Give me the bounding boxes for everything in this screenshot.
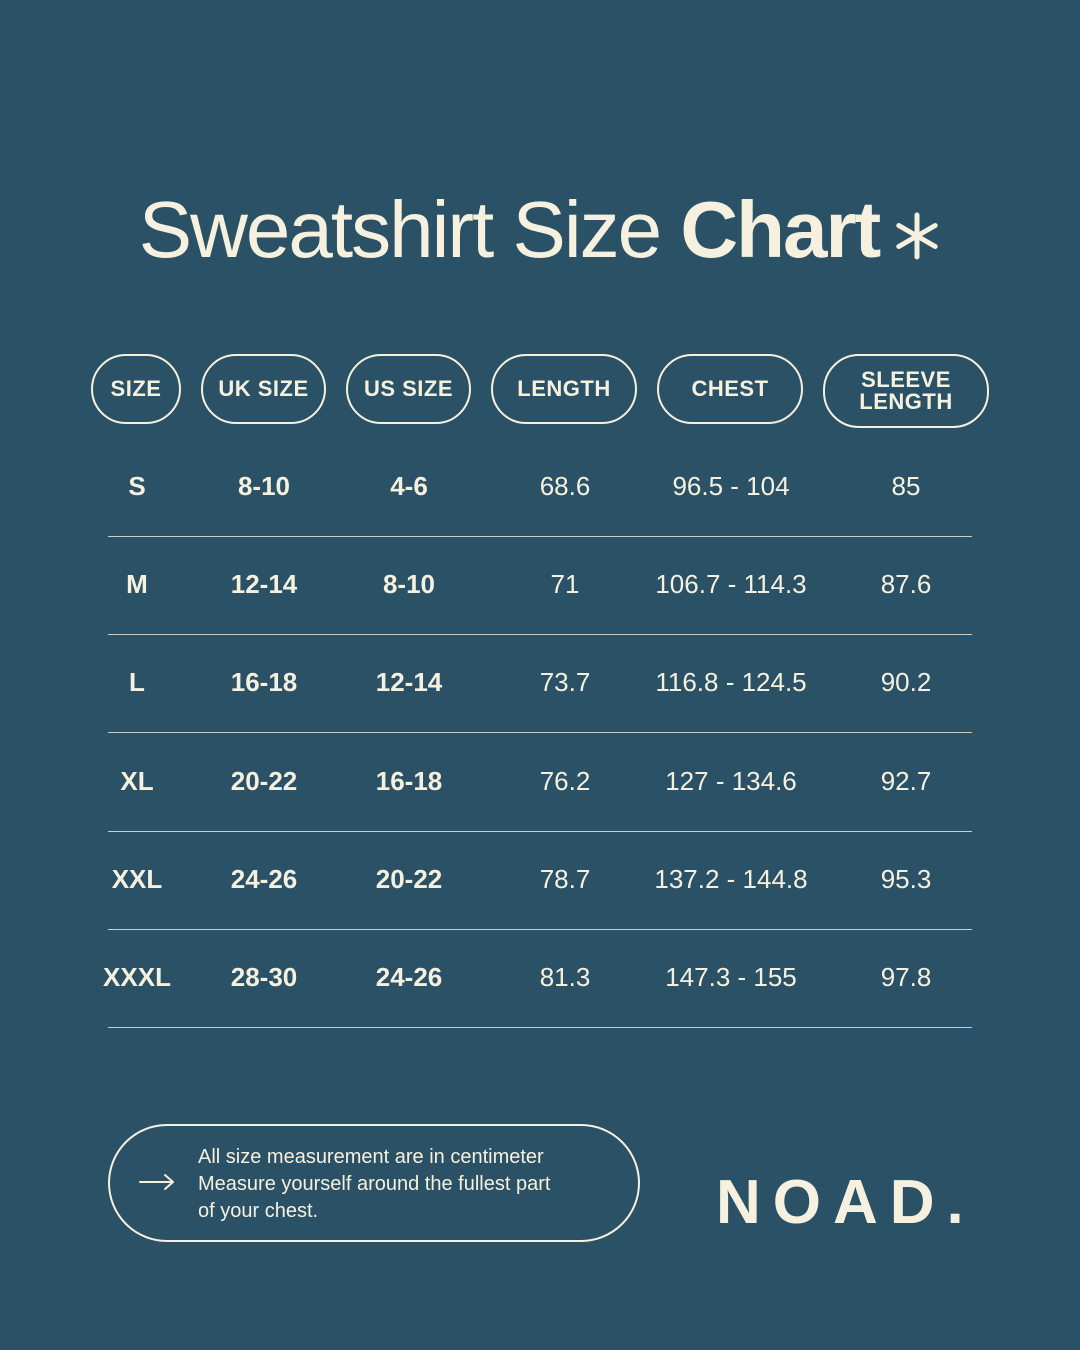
row-divider [108,732,972,733]
arrow-right-icon [138,1172,176,1197]
cell-uk-size: 20-22 [230,765,298,796]
cell-us-size: 20-22 [375,863,443,894]
title-bold: Chart [680,185,881,274]
cell-uk-size: 24-26 [230,863,298,894]
cell-chest: 127 - 134.6 [665,765,797,796]
cell-sleeve-length: 97.8 [880,962,932,992]
cell-uk-size: 12-14 [230,569,298,600]
row-divider [108,1027,972,1028]
cell-length: 81.3 [539,962,591,992]
row-divider [108,536,972,537]
note-text: All size measurement are in centimeter M… [198,1144,550,1225]
table-row: M 12-14 8-10 71 106.7 - 114.3 87.6 [0,564,1080,604]
cell-size: M [126,569,148,600]
cell-sleeve-length: 87.6 [880,569,932,600]
cell-sleeve-length: 90.2 [880,667,932,698]
header-length: LENGTH [491,354,637,424]
row-divider [108,929,972,930]
cell-uk-size: 16-18 [230,667,298,698]
cell-chest: 147.3 - 155 [665,962,797,992]
note-line: of your chest. [198,1200,319,1222]
cell-size: S [128,471,146,501]
header-size: SIZE [91,354,181,424]
cell-us-size: 8-10 [382,569,436,600]
cell-length: 78.7 [539,863,591,894]
cell-size: L [129,667,145,698]
cell-us-size: 4-6 [390,471,428,501]
brand-logo: NOAD. [716,1168,976,1237]
header-sleeve-length: SLEEVE LENGTH [823,354,989,428]
cell-chest: 116.8 - 124.5 [655,667,807,698]
cell-us-size: 24-26 [375,962,443,992]
cell-size: XL [120,765,154,796]
cell-sleeve-length: 95.3 [880,863,932,894]
title-light: Sweatshirt Size [138,185,681,274]
table-row: S 8-10 4-6 68.6 96.5 - 104 85 [0,466,1080,506]
cell-length: 68.6 [539,471,591,501]
note-line: Measure yourself around the fullest part [198,1173,551,1195]
measurement-note: All size measurement are in centimeter M… [108,1124,640,1242]
row-divider [108,634,972,635]
cell-length: 76.2 [539,765,591,796]
row-divider [108,831,972,832]
table-row: L 16-18 12-14 73.7 116.8 - 124.5 90.2 [0,662,1080,702]
cell-chest: 96.5 - 104 [672,471,790,501]
cell-size: XXL [111,863,163,894]
header-us-size: US SIZE [346,354,471,424]
cell-length: 73.7 [539,667,591,698]
cell-size: XXXL [103,962,171,992]
cell-sleeve-length: 92.7 [880,765,932,796]
cell-uk-size: 28-30 [230,962,298,992]
cell-sleeve-length: 85 [891,471,921,501]
table-row: XL 20-22 16-18 76.2 127 - 134.6 92.7 [0,761,1080,801]
cell-us-size: 12-14 [375,667,443,698]
cell-length: 71 [550,569,580,600]
header-chest: CHEST [657,354,803,424]
cell-us-size: 16-18 [375,765,443,796]
table-row: XXXL 28-30 24-26 81.3 147.3 - 155 97.8 [0,957,1080,997]
note-line: All size measurement are in centimeter [198,1146,544,1168]
cell-chest: 137.2 - 144.8 [654,863,808,894]
table-row: XXL 24-26 20-22 78.7 137.2 - 144.8 95.3 [0,859,1080,899]
header-uk-size: UK SIZE [201,354,326,424]
page-title: Sweatshirt Size Chart [0,180,1080,283]
cell-chest: 106.7 - 114.3 [655,569,807,600]
asterisk-icon [893,183,941,283]
cell-uk-size: 8-10 [237,471,291,501]
